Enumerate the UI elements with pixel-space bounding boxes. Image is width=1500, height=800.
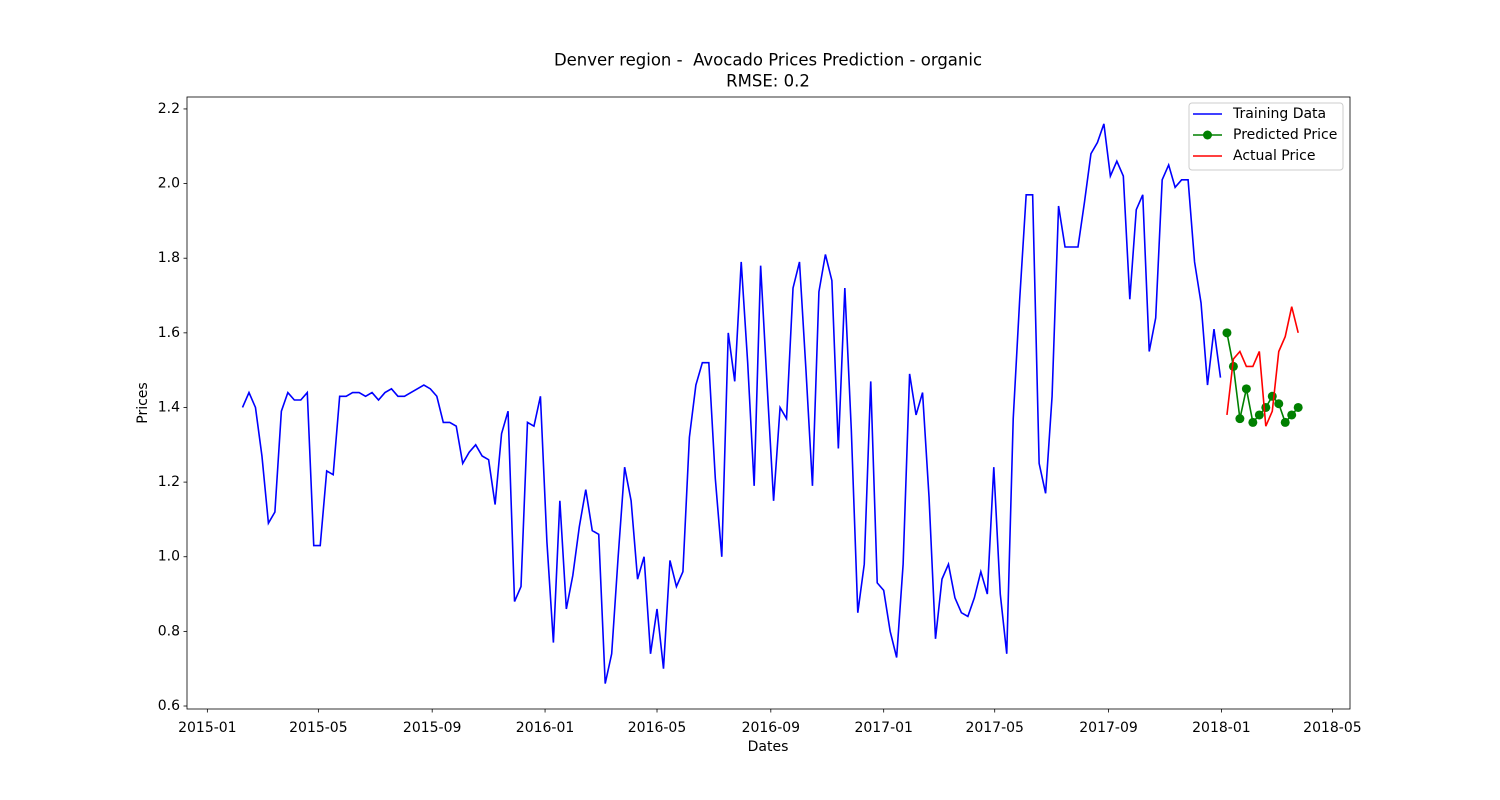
chart-subtitle: RMSE: 0.2 [726, 72, 810, 91]
y-tick-label: 1.8 [158, 250, 180, 266]
series-marker [1235, 414, 1245, 424]
legend-box [1188, 102, 1344, 171]
x-tick-label: 2016-01 [516, 720, 575, 736]
series-marker [1222, 328, 1232, 338]
x-tick-label: 2018-01 [1192, 720, 1251, 736]
series-marker [1261, 402, 1271, 412]
series-marker [1287, 410, 1297, 420]
chart-title: Denver region - Avocado Prices Predictio… [554, 51, 982, 70]
x-tick-label: 2017-05 [965, 720, 1024, 736]
x-tick-label: 2018-05 [1303, 720, 1362, 736]
legend-label: Training Data [1232, 106, 1326, 122]
legend-marker [1203, 130, 1212, 140]
y-tick-label: 1.2 [158, 474, 180, 490]
x-tick-label: 2017-09 [1079, 720, 1138, 736]
y-tick-label: 1.6 [158, 325, 180, 341]
y-tick-label: 2.2 [158, 101, 180, 117]
series-marker [1254, 410, 1264, 420]
series-line [1226, 306, 1299, 427]
axes-frame [186, 96, 1351, 710]
legend-label: Actual Price [1233, 148, 1315, 164]
x-axis-label: Dates [748, 739, 789, 755]
y-tick-label: 0.8 [158, 623, 180, 639]
series-marker [1241, 384, 1251, 394]
series-marker [1267, 391, 1277, 401]
y-tick-label: 0.6 [158, 698, 180, 714]
series-marker [1274, 399, 1284, 409]
x-tick-label: 2017-01 [854, 720, 913, 736]
y-axis-label: Prices [135, 382, 151, 423]
y-tick-label: 1.0 [158, 549, 180, 565]
series-marker [1228, 361, 1238, 371]
x-tick-label: 2016-05 [628, 720, 687, 736]
x-tick-label: 2016-09 [742, 720, 801, 736]
x-tick-label: 2015-05 [289, 720, 348, 736]
x-tick-label: 2015-01 [178, 720, 237, 736]
y-tick-label: 1.4 [158, 399, 180, 415]
series-line [241, 123, 1222, 684]
x-tick-label: 2015-09 [403, 720, 462, 736]
legend-label: Predicted Price [1233, 127, 1337, 143]
series-marker [1293, 402, 1303, 412]
y-tick-label: 2.0 [158, 176, 180, 192]
series-marker [1280, 417, 1290, 427]
series-marker [1248, 417, 1258, 427]
